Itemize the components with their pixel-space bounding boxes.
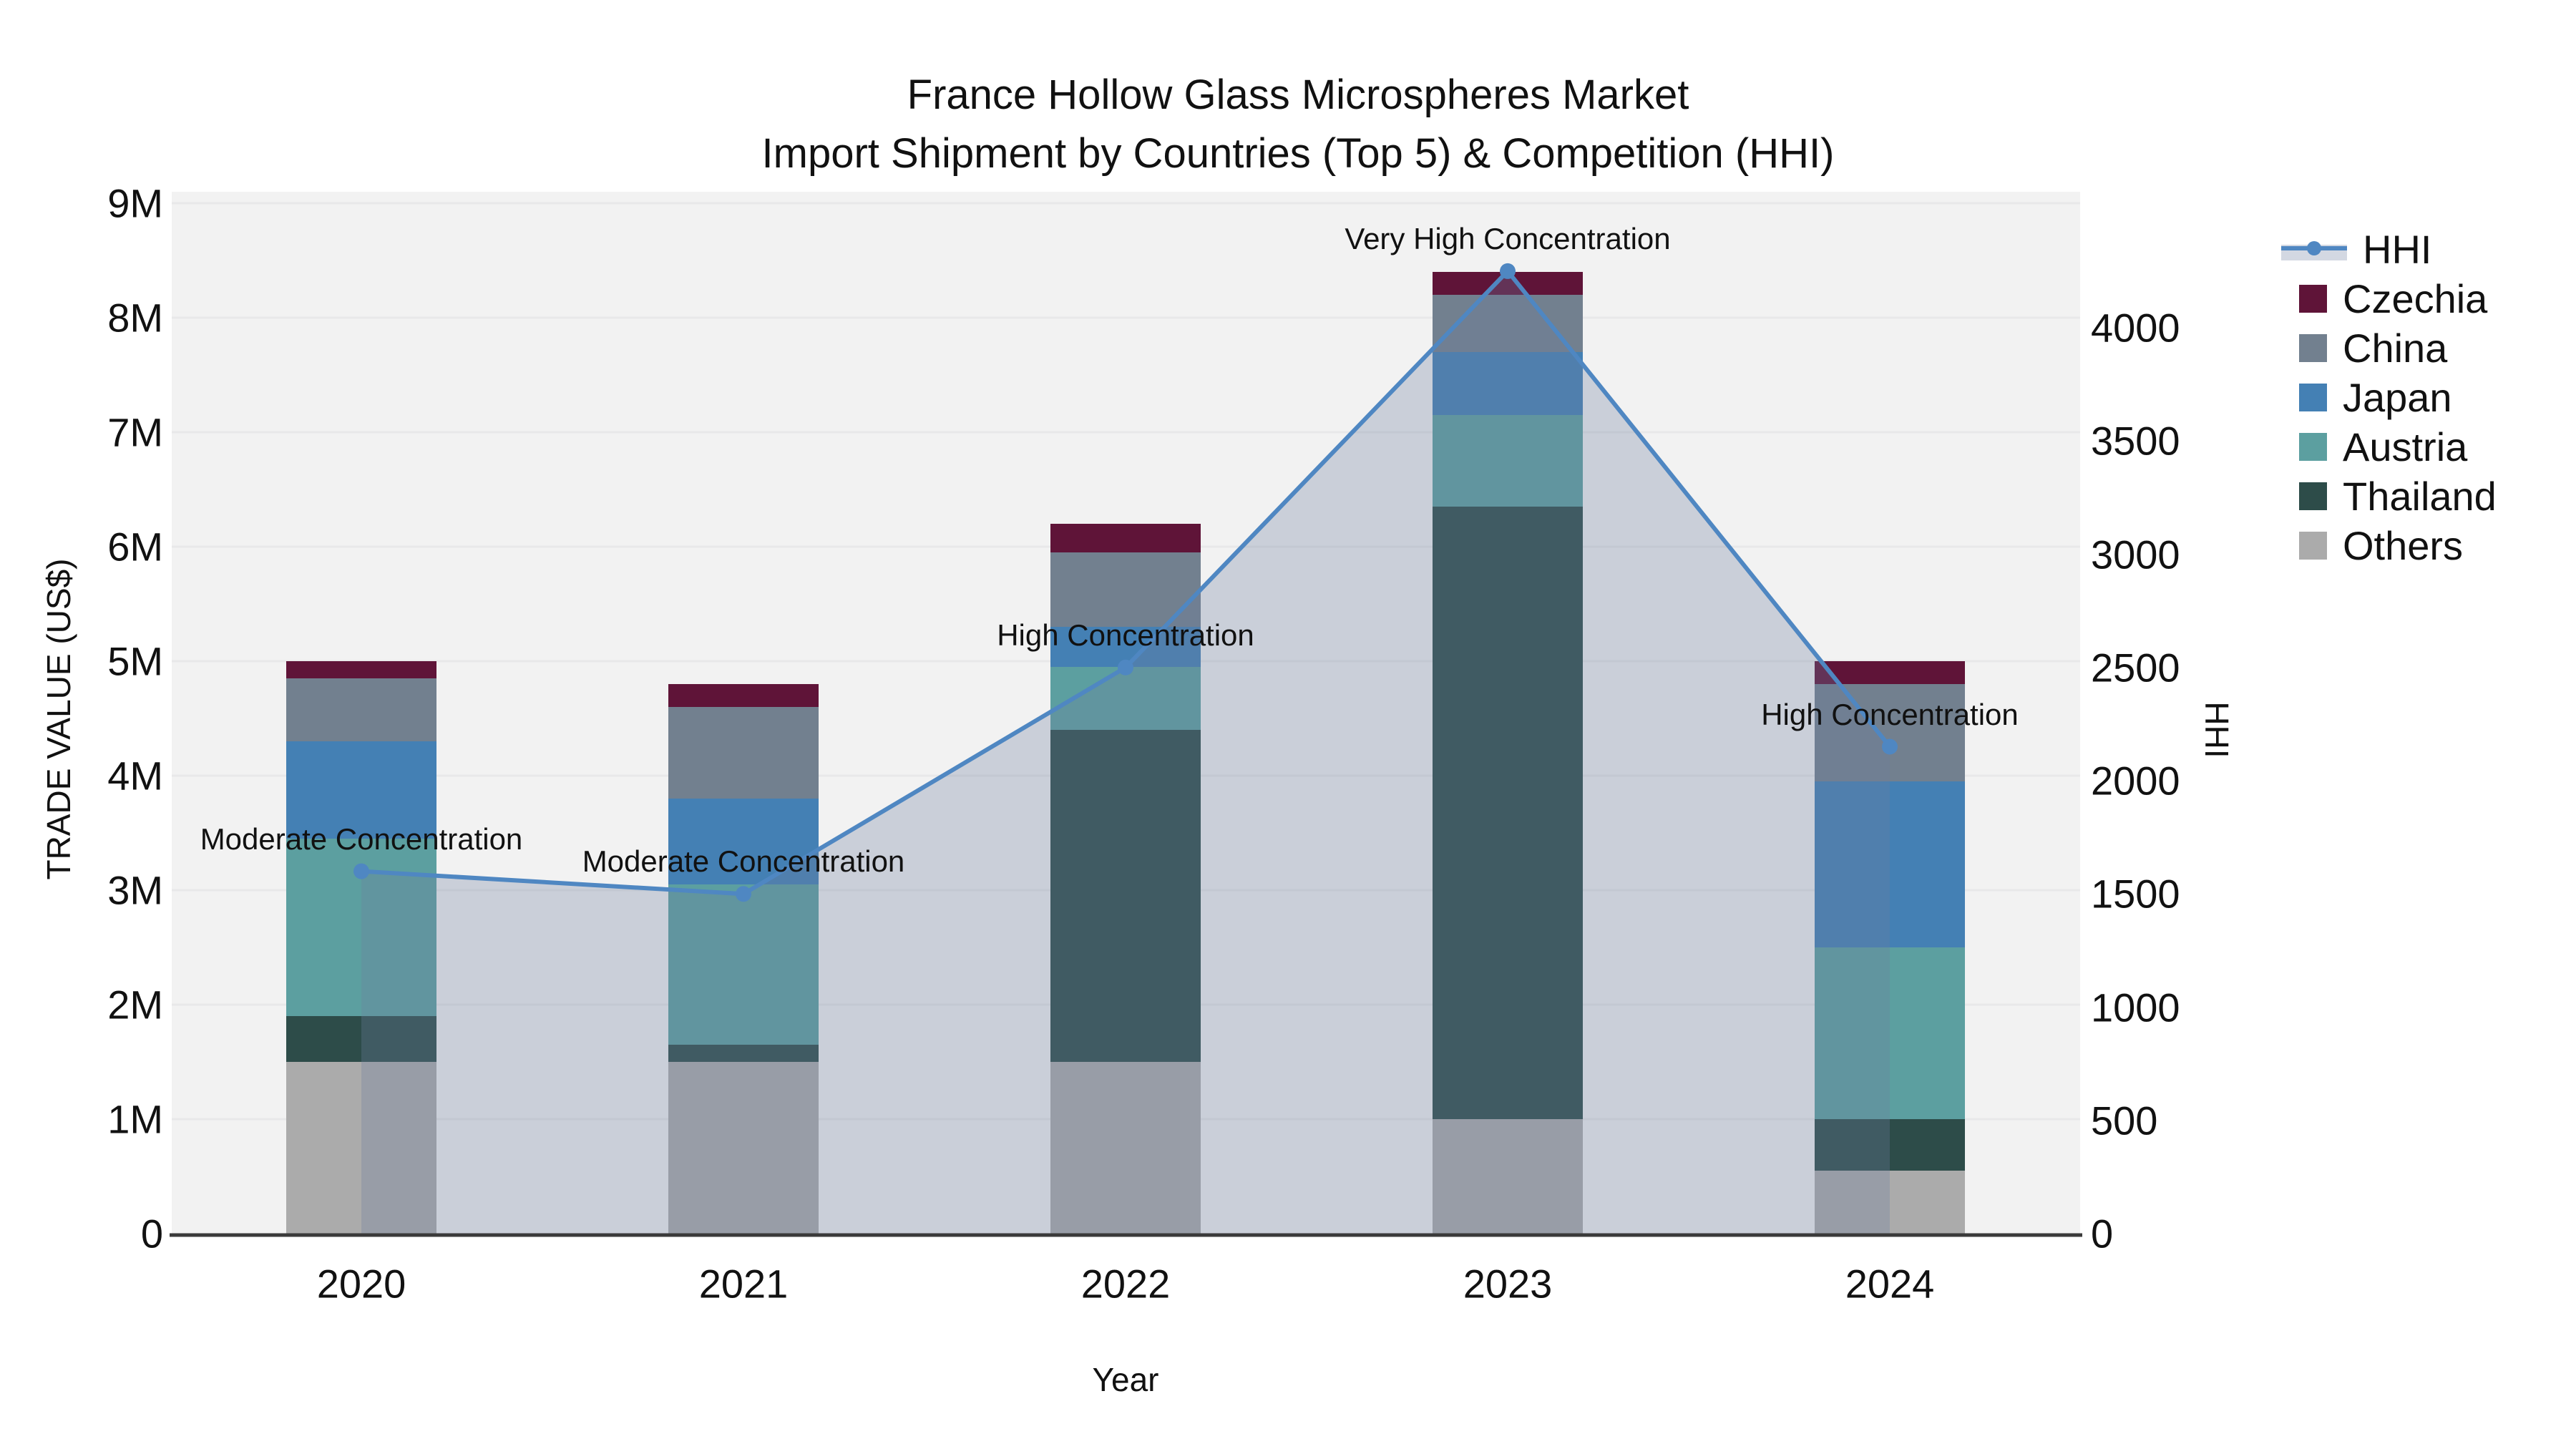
- bar-segment-thailand-2021: [668, 1045, 819, 1062]
- x-tick-2024: 2024: [1845, 1261, 1935, 1307]
- y-right-tick-2500: 2500: [2091, 645, 2180, 691]
- bar-segment-thailand-2020: [286, 1016, 436, 1062]
- hhi-marker-2024: [1882, 738, 1898, 755]
- annotation-2023: Very High Concentration: [1345, 221, 1671, 255]
- bar-segment-others-2022: [1050, 1062, 1201, 1234]
- legend-label: Czechia: [2343, 276, 2488, 321]
- bar-segment-others-2020: [286, 1062, 436, 1234]
- chart-title-line1: France Hollow Glass Microspheres Market: [907, 72, 1689, 118]
- y-right-tick-500: 500: [2091, 1098, 2158, 1143]
- hhi-marker-2022: [1118, 659, 1133, 675]
- bar-segment-japan-2023: [1433, 352, 1583, 415]
- czechia-color-swatch-icon: [2299, 285, 2327, 313]
- annotation-2024: High Concentration: [1761, 697, 2019, 731]
- y-left-tick-3M: 3M: [107, 867, 163, 913]
- bar-segment-austria-2021: [668, 884, 819, 1045]
- bar-segment-others-2023: [1433, 1119, 1583, 1234]
- legend-item-china: China: [2281, 323, 2447, 373]
- annotation-2021: Moderate Concentration: [582, 844, 905, 879]
- bar-segment-thailand-2023: [1433, 507, 1583, 1119]
- y-left-tick-1M: 1M: [107, 1096, 163, 1142]
- y-left-tick-8M: 8M: [107, 295, 163, 341]
- y-right-tick-1000: 1000: [2091, 985, 2180, 1030]
- legend-label: China: [2343, 326, 2448, 371]
- y-left-tick-9M: 9M: [107, 180, 163, 226]
- legend-label: HHI: [2363, 227, 2432, 272]
- hhi-line-swatch-icon: [2281, 239, 2347, 260]
- bar-segment-china-2024: [1815, 684, 1965, 781]
- legend-label: Thailand: [2343, 474, 2497, 519]
- bar-segment-czechia-2021: [668, 684, 819, 707]
- china-color-swatch-icon: [2299, 334, 2327, 362]
- x-tick-2021: 2021: [698, 1261, 789, 1307]
- annotation-2022: High Concentration: [997, 618, 1254, 652]
- y-left-axis-title: TRADE VALUE (US$): [40, 558, 77, 880]
- y-right-tick-3000: 3000: [2091, 532, 2180, 577]
- y-right-tick-0: 0: [2091, 1211, 2114, 1257]
- y-left-tick-7M: 7M: [107, 409, 163, 455]
- y-left-tick-4M: 4M: [107, 753, 163, 799]
- hhi-marker-2023: [1500, 263, 1516, 279]
- japan-color-swatch-icon: [2299, 384, 2327, 411]
- hhi-marker-2020: [353, 863, 369, 879]
- y-right-tick-3500: 3500: [2091, 418, 2180, 464]
- bar-segment-austria-2023: [1433, 415, 1583, 507]
- bar-segment-czechia-2022: [1050, 524, 1201, 552]
- y-left-tick-5M: 5M: [107, 638, 163, 684]
- legend-label: Japan: [2343, 375, 2452, 420]
- legend-item-austria: Austria: [2281, 422, 2467, 472]
- legend-item-thailand: Thailand: [2281, 472, 2497, 521]
- bar-segment-japan-2021: [668, 799, 819, 884]
- legend-item-japan: Japan: [2281, 373, 2452, 422]
- hhi-area: [361, 270, 1890, 1234]
- y-left-tick-6M: 6M: [107, 524, 163, 570]
- chart-title-line2: Import Shipment by Countries (Top 5) & C…: [761, 130, 1835, 177]
- x-axis-title: Year: [1092, 1361, 1159, 1398]
- x-tick-2022: 2022: [1080, 1261, 1171, 1307]
- bar-segment-czechia-2020: [286, 661, 436, 678]
- bar-segment-china-2021: [668, 707, 819, 799]
- bar-segment-austria-2024: [1815, 947, 1965, 1119]
- austria-color-swatch-icon: [2299, 433, 2327, 461]
- y-right-axis-title: HHI: [2198, 701, 2235, 758]
- legend-label: Others: [2343, 523, 2464, 568]
- bar-segment-others-2021: [668, 1062, 819, 1234]
- thailand-color-swatch-icon: [2299, 482, 2327, 510]
- y-right-tick-4000: 4000: [2091, 305, 2180, 351]
- bar-segment-czechia-2024: [1815, 661, 1965, 684]
- bar-segment-japan-2024: [1815, 781, 1965, 947]
- bar-segment-thailand-2024: [1815, 1119, 1965, 1171]
- y-right-tick-2000: 2000: [2091, 758, 2180, 804]
- legend-item-others: Others: [2281, 521, 2463, 570]
- annotation-2020: Moderate Concentration: [200, 821, 523, 856]
- bar-segment-thailand-2022: [1050, 730, 1201, 1062]
- bar-segment-china-2020: [286, 678, 436, 741]
- legend-item-hhi: HHI: [2281, 225, 2431, 274]
- others-color-swatch-icon: [2299, 532, 2327, 560]
- y-left-tick-2M: 2M: [107, 982, 163, 1028]
- x-tick-2023: 2023: [1463, 1261, 1553, 1307]
- bar-segment-japan-2020: [286, 741, 436, 839]
- y-right-tick-1500: 1500: [2091, 871, 2180, 917]
- y-left-tick-0: 0: [140, 1211, 163, 1257]
- legend-label: Austria: [2343, 424, 2468, 469]
- legend-item-czechia: Czechia: [2281, 274, 2487, 323]
- hhi-marker-2021: [736, 886, 751, 902]
- bar-segment-others-2024: [1815, 1171, 1965, 1234]
- x-tick-2020: 2020: [316, 1261, 406, 1307]
